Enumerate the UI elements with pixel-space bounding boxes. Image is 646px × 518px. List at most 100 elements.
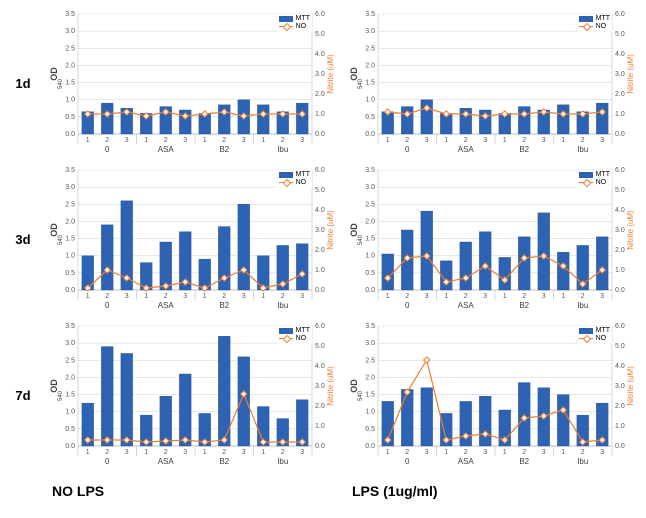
- svg-text:3.0: 3.0: [615, 383, 625, 390]
- svg-text:B2: B2: [519, 457, 529, 466]
- svg-text:2.5: 2.5: [65, 201, 75, 208]
- svg-text:5.0: 5.0: [615, 343, 625, 350]
- svg-text:5.0: 5.0: [315, 343, 325, 350]
- svg-text:1: 1: [144, 449, 148, 456]
- svg-text:2: 2: [164, 137, 168, 144]
- svg-text:OD: OD: [349, 67, 359, 81]
- svg-text:3: 3: [183, 137, 187, 144]
- svg-text:3: 3: [483, 293, 487, 300]
- svg-text:1: 1: [386, 449, 390, 456]
- svg-text:2.5: 2.5: [365, 201, 375, 208]
- svg-text:0: 0: [405, 457, 410, 466]
- svg-text:Ibu: Ibu: [277, 145, 288, 154]
- svg-text:0: 0: [105, 457, 110, 466]
- svg-text:2: 2: [164, 449, 168, 456]
- svg-text:2: 2: [105, 449, 109, 456]
- svg-text:3: 3: [425, 449, 429, 456]
- svg-text:0.0: 0.0: [365, 287, 375, 294]
- panel-7d-right: 0.00.51.01.52.02.53.03.50.01.02.03.04.05…: [348, 320, 638, 470]
- svg-text:1.0: 1.0: [615, 111, 625, 118]
- legend: MTT NO: [277, 326, 312, 344]
- svg-text:Nitrite (uM): Nitrite (uM): [326, 54, 335, 94]
- svg-text:0.5: 0.5: [65, 426, 75, 433]
- svg-text:2: 2: [581, 137, 585, 144]
- svg-text:2: 2: [281, 137, 285, 144]
- svg-text:3: 3: [542, 137, 546, 144]
- svg-text:2.0: 2.0: [615, 247, 625, 254]
- svg-text:ASA: ASA: [458, 457, 475, 466]
- svg-text:1: 1: [561, 293, 565, 300]
- svg-text:2: 2: [281, 449, 285, 456]
- svg-text:1.5: 1.5: [365, 236, 375, 243]
- svg-text:4.0: 4.0: [315, 363, 325, 370]
- svg-text:6.0: 6.0: [615, 11, 625, 18]
- svg-text:2: 2: [464, 449, 468, 456]
- svg-text:3: 3: [483, 449, 487, 456]
- svg-text:B2: B2: [519, 301, 529, 310]
- svg-text:Ibu: Ibu: [577, 301, 588, 310]
- svg-text:2.0: 2.0: [65, 218, 75, 225]
- svg-text:3.0: 3.0: [365, 28, 375, 35]
- svg-text:2: 2: [522, 449, 526, 456]
- svg-text:0.0: 0.0: [365, 443, 375, 450]
- svg-text:3: 3: [300, 293, 304, 300]
- svg-text:Nitrite (uM): Nitrite (uM): [626, 210, 635, 250]
- svg-text:1.0: 1.0: [315, 423, 325, 430]
- svg-text:540: 540: [358, 78, 364, 89]
- svg-text:1: 1: [561, 449, 565, 456]
- svg-text:1: 1: [503, 293, 507, 300]
- svg-text:3: 3: [300, 449, 304, 456]
- svg-text:Ibu: Ibu: [577, 457, 588, 466]
- svg-text:1.5: 1.5: [365, 80, 375, 87]
- svg-text:2.0: 2.0: [65, 374, 75, 381]
- svg-text:3: 3: [425, 293, 429, 300]
- legend: MTT NO: [577, 326, 612, 344]
- svg-text:3: 3: [242, 293, 246, 300]
- svg-text:ASA: ASA: [458, 301, 475, 310]
- svg-text:2.5: 2.5: [65, 45, 75, 52]
- svg-text:1: 1: [144, 137, 148, 144]
- svg-text:3: 3: [600, 293, 604, 300]
- svg-text:2.0: 2.0: [315, 91, 325, 98]
- svg-text:540: 540: [358, 234, 364, 245]
- svg-text:0.0: 0.0: [615, 443, 625, 450]
- svg-text:540: 540: [58, 234, 64, 245]
- svg-text:0.5: 0.5: [65, 114, 75, 121]
- svg-text:540: 540: [358, 390, 364, 401]
- chart-grid: 1d 0.00.51.01.52.02.53.03.50.01.02.03.04…: [8, 8, 638, 506]
- svg-text:4.0: 4.0: [615, 363, 625, 370]
- svg-text:B2: B2: [519, 145, 529, 154]
- svg-text:2: 2: [222, 449, 226, 456]
- svg-text:3.5: 3.5: [365, 323, 375, 330]
- svg-text:Nitrite (uM): Nitrite (uM): [326, 366, 335, 406]
- svg-text:4.0: 4.0: [615, 51, 625, 58]
- svg-text:2: 2: [522, 293, 526, 300]
- svg-text:5.0: 5.0: [315, 31, 325, 38]
- svg-text:2: 2: [405, 449, 409, 456]
- svg-text:OD: OD: [349, 379, 359, 393]
- svg-text:3: 3: [125, 449, 129, 456]
- svg-text:0: 0: [405, 301, 410, 310]
- svg-text:0.0: 0.0: [615, 287, 625, 294]
- legend: MTT NO: [577, 170, 612, 188]
- svg-text:2: 2: [581, 293, 585, 300]
- svg-text:540: 540: [58, 78, 64, 89]
- panel-1d-right: 0.00.51.01.52.02.53.03.50.01.02.03.04.05…: [348, 8, 638, 158]
- svg-text:0.0: 0.0: [315, 287, 325, 294]
- svg-text:2: 2: [464, 137, 468, 144]
- svg-text:OD: OD: [49, 379, 59, 393]
- svg-text:1.5: 1.5: [65, 236, 75, 243]
- panel-7d-left: 0.00.51.01.52.02.53.03.50.01.02.03.04.05…: [48, 320, 338, 470]
- svg-text:2: 2: [164, 293, 168, 300]
- svg-text:2: 2: [581, 449, 585, 456]
- svg-text:2.0: 2.0: [615, 403, 625, 410]
- svg-text:ASA: ASA: [158, 145, 175, 154]
- svg-text:Ibu: Ibu: [277, 457, 288, 466]
- svg-text:1.0: 1.0: [615, 423, 625, 430]
- svg-text:2.0: 2.0: [315, 247, 325, 254]
- svg-text:2: 2: [222, 137, 226, 144]
- svg-text:B2: B2: [219, 457, 229, 466]
- svg-text:2: 2: [105, 293, 109, 300]
- svg-text:1.0: 1.0: [315, 111, 325, 118]
- svg-text:2: 2: [222, 293, 226, 300]
